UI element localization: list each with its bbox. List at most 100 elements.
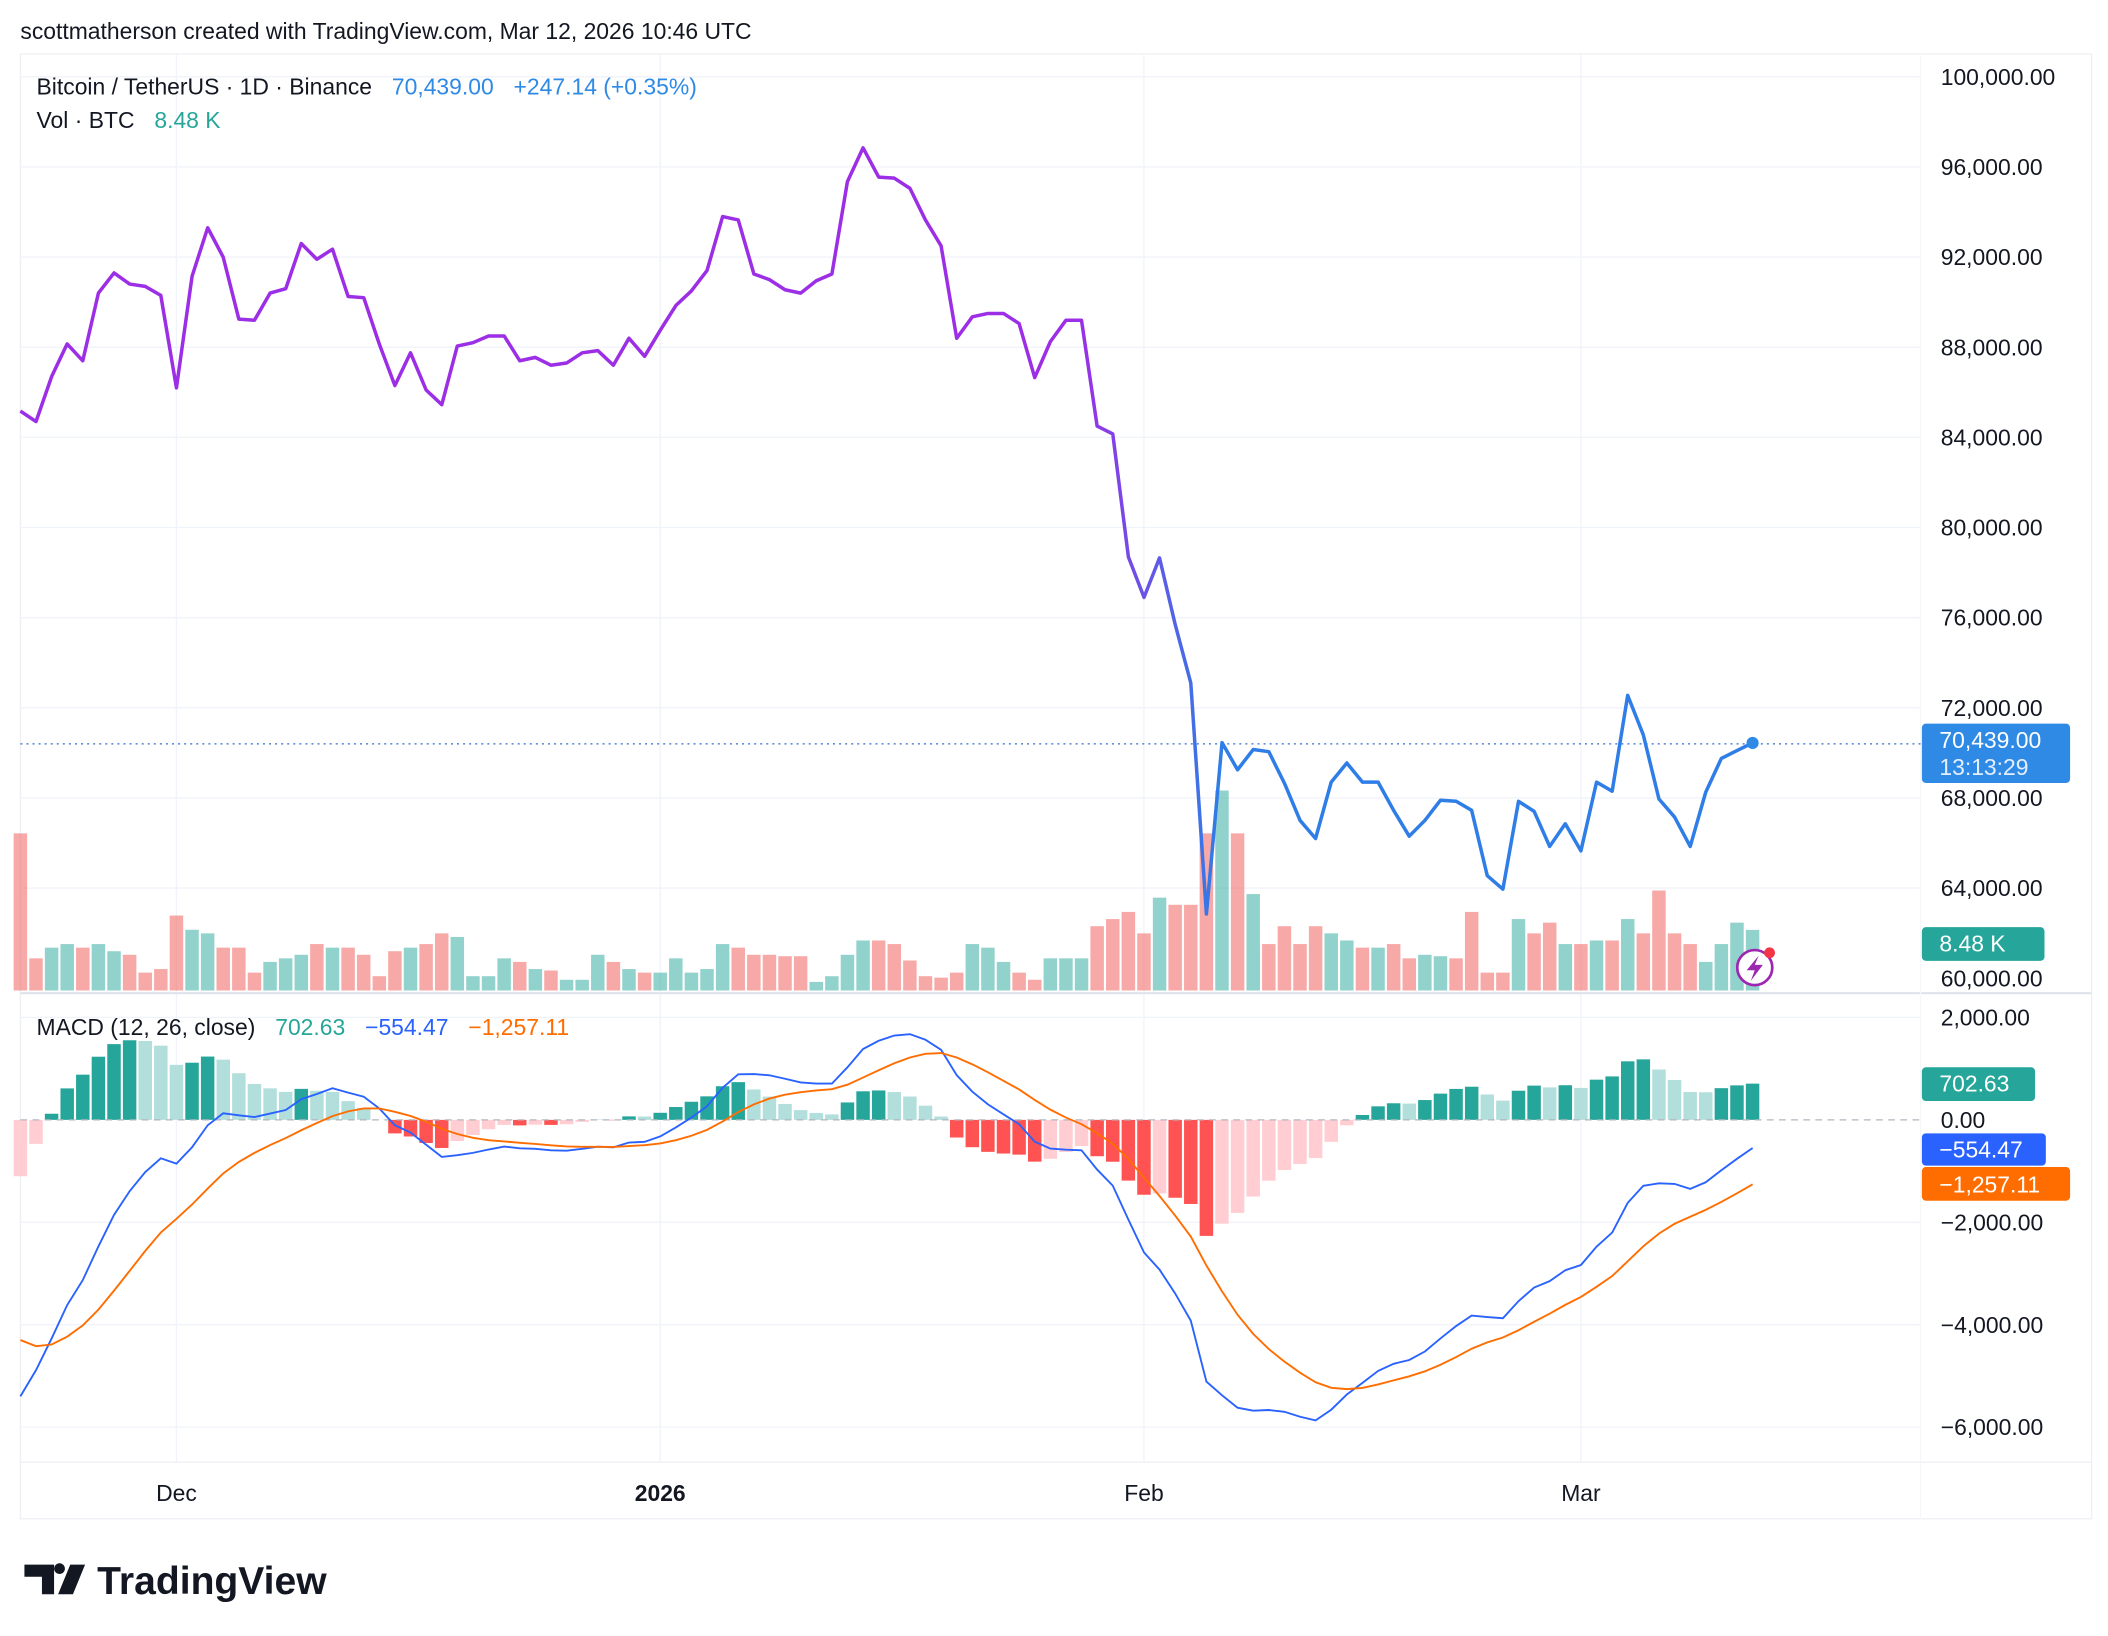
volume-bar [1106,919,1120,991]
macd-histogram-bar [887,1092,902,1120]
macd-histogram-bar [996,1119,1011,1154]
lightning-icon[interactable] [1735,947,1775,987]
volume-bar [825,976,839,991]
volume-bar [232,947,246,991]
macd-axis[interactable]: 2,000.00 0.00 −2,000.00 −4,000.00 −6,000.00 [1941,1005,2043,1441]
volume-bar [1168,904,1182,991]
macd-histogram-bar [1371,1106,1385,1120]
macd-histogram-bar [138,1040,152,1120]
macd-line-badge: −554.47 [1921,1133,2046,1166]
volume-bar [1574,944,1588,991]
volume-bar [122,954,137,991]
macd-histogram-bar [1542,1087,1557,1120]
macd-histogram-bar [29,1119,43,1144]
last-price-dot [1746,736,1759,750]
volume-bar [575,979,589,991]
macd-histogram-bar [356,1108,371,1120]
volume-bar [419,944,433,991]
price-badge-value: 70,439.00 [1939,727,2041,753]
macd-histogram-bar [903,1096,917,1120]
macd-axis-label: 2,000.00 [1941,1005,2030,1031]
volume-badge: 8.48 K [1921,927,2045,961]
price-axis[interactable]: 100,000.00 96,000.00 92,000.00 88,000.00 84,… [1941,64,2056,991]
volume-bar [622,969,636,991]
macd-histogram-bar [1121,1119,1136,1181]
volume-bar [1027,979,1042,991]
macd-histogram-bar [388,1119,402,1134]
macd-histogram-bar [840,1102,855,1120]
volume-bar [669,958,683,991]
time-axis[interactable]: Dec 2026 Feb Mar [156,1480,1601,1506]
macd-histogram-bar [107,1044,121,1120]
symbol-title[interactable]: Bitcoin / TetherUS · 1D · Binance [37,73,372,99]
volume-bar [856,940,870,991]
volume-bar [1137,933,1151,991]
volume-bar [1324,933,1338,991]
macd-legend[interactable]: MACD (12, 26, close) 702.63 −554.47 −1,2… [37,1014,570,1040]
macd-histogram-bar [528,1119,543,1125]
volume-bar [200,933,215,991]
signal-badge-value: −1,257.11 [1939,1172,2040,1198]
macd-histogram-bar [1043,1119,1058,1159]
macd-histogram-bar [1293,1119,1307,1164]
price-axis-label: 76,000.00 [1941,605,2043,631]
macd-line [19,1033,1754,1422]
macd-histogram-bar [559,1119,574,1125]
tradingview-logo-text: TradingView [97,1560,327,1603]
macd-histogram-bar [544,1119,558,1125]
macd-signal-value: −1,257.11 [468,1014,569,1040]
macd-histogram-bar [60,1088,74,1120]
macd-histogram-bar [185,1062,199,1120]
volume-bar [1542,922,1557,991]
macd-histogram-bar [871,1090,886,1120]
volume-bar [278,958,293,991]
macd-histogram-bar [44,1113,59,1120]
time-axis-label: Dec [156,1480,197,1506]
macd-histogram-bar [13,1119,28,1177]
volume-bar [294,954,309,991]
volume-bar [247,972,262,991]
macd-title[interactable]: MACD (12, 26, close) [37,1014,256,1040]
macd-histogram-bar [466,1119,480,1135]
volume-bar [778,956,792,991]
macd-hist-value: 702.63 [275,1014,345,1040]
tradingview-logo[interactable]: TradingView [24,1560,327,1603]
macd-histogram-bar [1230,1119,1245,1213]
legend-change: +247.14 (+0.35%) [514,73,697,99]
volume-bar [1480,972,1495,991]
volume-bar [1496,972,1510,991]
volume-bar [403,947,418,991]
macd-histogram-bar [965,1119,980,1148]
macd-histogram-bar [1683,1092,1697,1120]
price-axis-label: 80,000.00 [1941,515,2043,541]
volume-bar [513,961,527,991]
volume-bar [154,969,168,991]
volume-bar [981,947,995,991]
volume-bar [1355,947,1370,991]
volume-bar [918,976,933,991]
volume-title[interactable]: Vol · BTC [37,107,135,133]
volume-bar [793,956,808,991]
volume-bar [434,933,449,991]
macd-histogram-bar [1277,1119,1292,1171]
volume-bar [29,958,43,991]
tradingview-logo-icon [24,1563,86,1595]
macd-histogram-bar [762,1096,777,1120]
symbol-legend[interactable]: Bitcoin / TetherUS · 1D · Binance 70,439… [37,73,697,99]
macd-histogram-bar [1652,1069,1666,1120]
volume-bar [91,944,106,991]
volume-bar [1262,944,1276,991]
volume-bar [840,954,855,991]
volume-bar [341,947,355,991]
volume-legend[interactable]: Vol · BTC 8.48 K [37,107,222,133]
macd-axis-label: −6,000.00 [1941,1414,2043,1440]
price-axis-label: 68,000.00 [1941,785,2043,811]
macd-axis-label: −2,000.00 [1941,1209,2043,1235]
volume-bar [356,954,371,991]
volume-bar [1371,947,1385,991]
volume-bar [887,944,902,991]
macd-histogram-bar [1090,1119,1104,1157]
macd-histogram-bar [481,1119,496,1130]
volume-bar [169,915,184,991]
